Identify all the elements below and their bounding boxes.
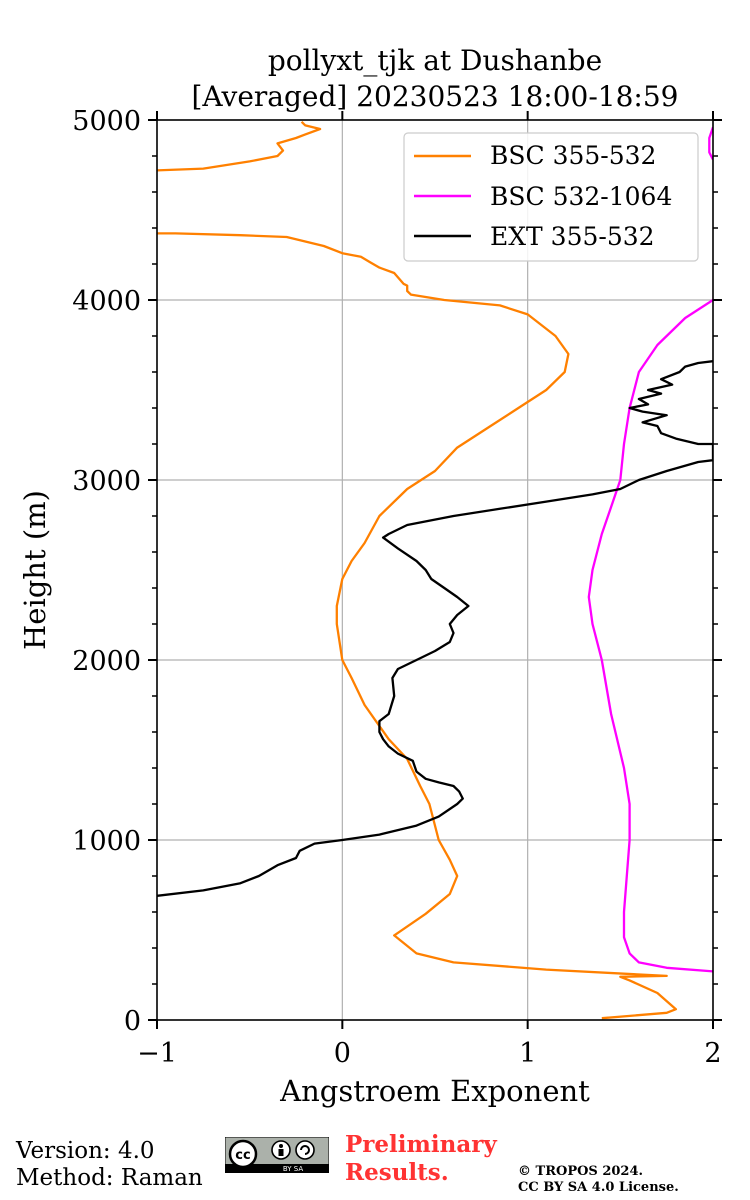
grid-lines (157, 120, 713, 1020)
legend-box (403, 132, 699, 262)
series-line-upper-0 (157, 120, 322, 172)
x-tick-label: 0 (334, 1038, 351, 1069)
copyright-notice: © TROPOS 2024. CC BY SA 4.0 License. (518, 1164, 679, 1196)
legend-label-ext355: EXT 355-532 (490, 222, 655, 251)
series-line-0 (157, 232, 678, 1020)
y-tick-label: 3000 (72, 466, 141, 497)
copyright-line1: © TROPOS 2024. (518, 1164, 644, 1179)
x-tick-label: 2 (704, 1038, 721, 1069)
method-text: Method: Raman (16, 1165, 203, 1191)
series-line-2 (157, 360, 713, 897)
series-lines (157, 120, 713, 1020)
preliminary-line1: Preliminary (345, 1131, 497, 1158)
y-tick-label: 1000 (72, 826, 141, 857)
plot-frame (156, 119, 714, 1021)
y-tick-label: 4000 (72, 286, 141, 317)
x-tick-label: −1 (137, 1038, 177, 1069)
legend: BSC 355-532 BSC 532-1064 EXT 355-532 (403, 132, 699, 262)
x-tick-label: 1 (519, 1038, 536, 1069)
y-tick-label: 2000 (72, 646, 141, 677)
badge-text: BY SA (283, 1165, 303, 1173)
series-line-1 (587, 299, 713, 973)
y-axis-label: Height (m) (18, 490, 52, 650)
svg-text:cc: cc (235, 1148, 250, 1163)
legend-label-bsc532: BSC 532-1064 (490, 182, 672, 211)
version-text: Version: 4.0 (16, 1138, 155, 1164)
sa-icon (295, 1140, 315, 1160)
footer-info: Version: 4.0 Method: Raman (16, 1138, 203, 1192)
x-axis-label: Angstroem Exponent (279, 1074, 590, 1108)
preliminary-line2: Results. (345, 1159, 449, 1186)
y-tick-label: 5000 (72, 106, 141, 137)
y-tick-label: 0 (124, 1006, 141, 1037)
copyright-line2: CC BY SA 4.0 License. (518, 1180, 679, 1195)
axis-ticks (148, 111, 722, 1029)
chart-subtitle: [Averaged] 20230523 18:00-18:59 (192, 80, 679, 113)
series-line-upper-1 (708, 126, 713, 161)
chart-title: pollyxt_tjk at Dushanbe (268, 44, 602, 77)
legend-label-bsc355: BSC 355-532 (490, 141, 656, 170)
cc-icon (228, 1139, 258, 1169)
cc-license-badge: cc BY SA (225, 1137, 329, 1173)
preliminary-notice: Preliminary Results. (345, 1131, 497, 1187)
